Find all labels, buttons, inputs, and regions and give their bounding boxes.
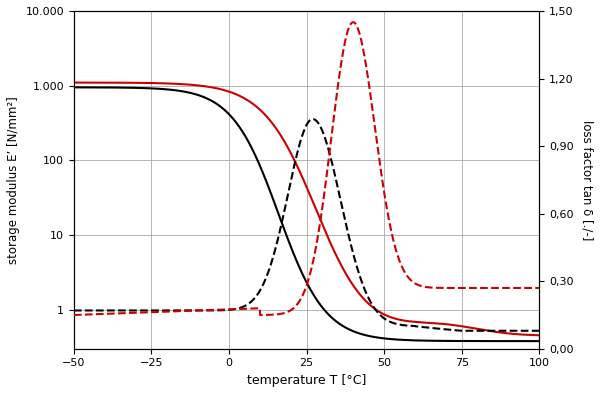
Y-axis label: loss factor tan δ [./-]: loss factor tan δ [./-] [580, 120, 593, 240]
X-axis label: temperature T [°C]: temperature T [°C] [247, 374, 366, 387]
Y-axis label: storage modulus E’ [N/mm²]: storage modulus E’ [N/mm²] [7, 96, 20, 264]
